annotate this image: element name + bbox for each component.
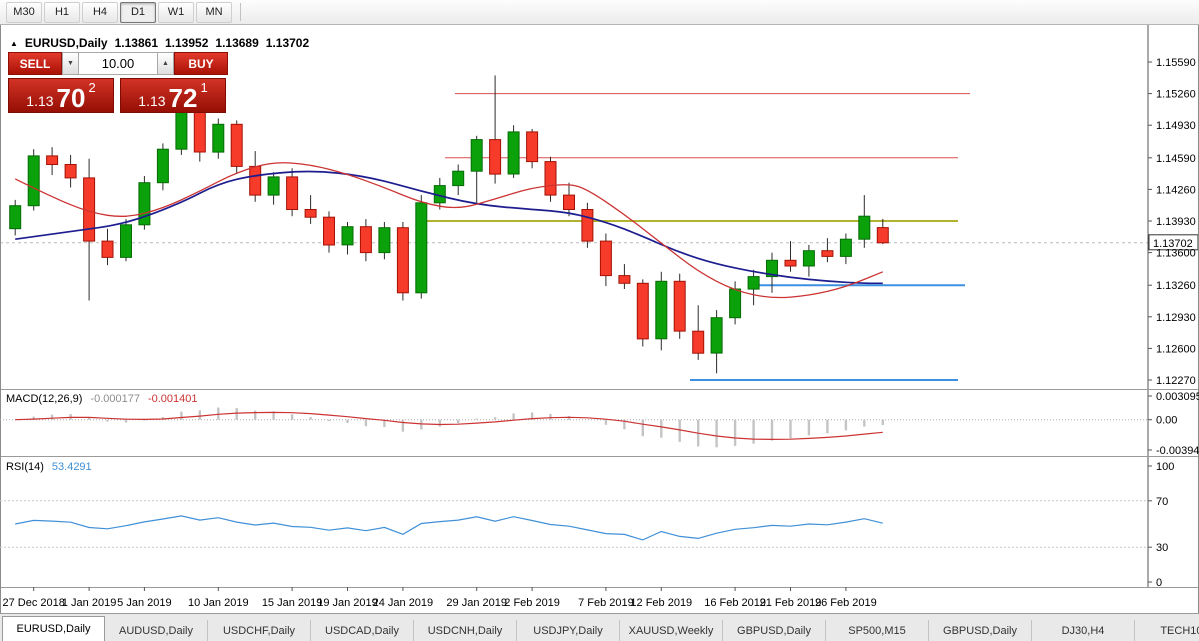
ohlc-close: 1.13702: [265, 36, 310, 50]
macd-signal-line: [15, 411, 883, 441]
chart-tab-sp500-m15[interactable]: SP500,M15: [826, 620, 929, 641]
price-axis-label: 1.13600: [1156, 248, 1196, 260]
sell-button[interactable]: SELL: [8, 52, 62, 75]
buy-button[interactable]: BUY: [174, 52, 228, 75]
timeframe-button-h4[interactable]: H4: [82, 1, 118, 23]
date-axis-label: 16 Feb 2019: [704, 597, 766, 609]
chart-tab-bar: EURUSD,Daily AUDUSD,Daily USDCHF,Daily USDC…: [0, 613, 1199, 641]
bid-price-display: 1.13 70 2: [8, 78, 114, 113]
date-axis-label: 12 Feb 2019: [630, 597, 692, 609]
rsi-axis-label: 100: [1156, 461, 1174, 473]
macd-label: MACD(12,26,9): [6, 393, 83, 405]
timeframe-toolbar: M30 H1 H4 D1 W1 MN: [0, 0, 1199, 25]
toolbar-separator: [240, 3, 241, 21]
current-price-tag-label: 1.13702: [1153, 238, 1193, 250]
rsi-value: 53.4291: [51, 461, 92, 473]
ask-price-display: 1.13 72 1: [120, 78, 226, 113]
timeframe-button-mn[interactable]: MN: [196, 1, 232, 23]
timeframe-button-m30[interactable]: M30: [6, 1, 42, 23]
rsi-axis-label: 70: [1156, 496, 1168, 508]
date-axis-label: 1 Jan 2019: [62, 597, 116, 609]
date-axis-label: 26 Feb 2019: [815, 597, 877, 609]
chart-tab-usdjpy-daily[interactable]: USDJPY,Daily: [517, 620, 620, 641]
chart-tab-eurusd-daily[interactable]: EURUSD,Daily: [2, 616, 105, 641]
timeframe-button-w1[interactable]: W1: [158, 1, 194, 23]
chart-tab-usdchf-daily[interactable]: USDCHF,Daily: [208, 620, 311, 641]
price-axis-label: 1.14590: [1156, 153, 1196, 165]
rsi-axis-label: 30: [1156, 542, 1168, 554]
price-axis-label: 1.14930: [1156, 120, 1196, 132]
date-axis: [33, 587, 847, 591]
date-axis-label: 7 Feb 2019: [578, 597, 634, 609]
ask-figure: 1.13: [138, 92, 166, 109]
candlesticks: [9, 75, 889, 374]
date-axis-label: 27 Dec 2018: [3, 597, 65, 609]
chevron-up-icon: ▲: [162, 60, 169, 67]
bid-pips: 70: [56, 82, 86, 113]
price-axis-label: 1.15590: [1156, 57, 1196, 69]
macd-indicator-header: MACD(12,26,9) -0.000177 -0.001401: [6, 393, 198, 405]
ma-red-line: [14, 162, 884, 299]
chart-title-bar: ▲ EURUSD,Daily 1.13861 1.13952 1.13689 1…: [10, 36, 309, 50]
ask-point: 1: [200, 80, 208, 95]
price-axis-label: 1.12930: [1156, 312, 1196, 324]
timeframe-button-d1[interactable]: D1: [120, 1, 156, 23]
macd-main-value: -0.000177: [90, 393, 140, 405]
chart-tab-gbpusd-daily[interactable]: GBPUSD,Daily: [929, 620, 1032, 641]
volume-stepper-button[interactable]: ▲: [157, 52, 174, 75]
rsi-indicator-header: RSI(14) 53.4291: [6, 461, 92, 473]
price-axis-label: 1.12600: [1156, 343, 1196, 355]
bid-figure: 1.13: [26, 92, 54, 109]
price-axis-label: 1.13260: [1156, 280, 1196, 292]
chart-tab-gbpusd-daily[interactable]: GBPUSD,Daily: [723, 620, 826, 641]
volume-dropdown-button[interactable]: ▼: [62, 52, 79, 75]
macd-axis-label: 0.00: [1156, 415, 1177, 427]
chart-tab-usdcnh-daily[interactable]: USDCNH,Daily: [414, 620, 517, 641]
date-axis-label: 21 Feb 2019: [760, 597, 822, 609]
chevron-down-icon: ▼: [67, 60, 74, 67]
trade-controls-row: SELL ▼ ▲ BUY: [8, 52, 228, 75]
date-axis-label: 2 Feb 2019: [504, 597, 560, 609]
date-axis-label: 19 Jan 2019: [317, 597, 378, 609]
chart-marker-icon: ▲: [10, 39, 18, 48]
rsi-label: RSI(14): [6, 461, 44, 473]
chart-tab-audusd-daily[interactable]: AUDUSD,Daily: [105, 620, 208, 641]
ma-blue-line: [15, 170, 883, 285]
date-axis-label: 5 Jan 2019: [117, 597, 171, 609]
rsi-line: [15, 515, 883, 541]
date-axis-label: 29 Jan 2019: [446, 597, 507, 609]
bid-point: 2: [88, 80, 96, 95]
macd-signal-value: -0.001401: [147, 393, 198, 405]
ohlc-open: 1.13861: [114, 36, 158, 50]
ohlc-low: 1.13689: [215, 36, 259, 50]
volume-input[interactable]: [79, 52, 157, 75]
ask-pips: 72: [168, 82, 198, 113]
price-axis-label: 1.12270: [1156, 375, 1196, 387]
macd-axis-label: 0.003095: [1156, 391, 1199, 403]
macd-axis-label: -0.003947: [1156, 445, 1199, 457]
ohlc-high: 1.13952: [165, 36, 209, 50]
rsi-axis-label: 0: [1156, 577, 1162, 589]
price-axis-label: 1.13930: [1156, 216, 1196, 228]
date-axis-label: 15 Jan 2019: [262, 597, 323, 609]
date-axis-label: 24 Jan 2019: [373, 597, 434, 609]
chart-tab-xauusd-weekly[interactable]: XAUUSD,Weekly: [620, 620, 723, 641]
price-axis-label: 1.15260: [1156, 89, 1196, 101]
date-axis-label: 10 Jan 2019: [188, 597, 249, 609]
chart-tab-usdcad-daily[interactable]: USDCAD,Daily: [311, 620, 414, 641]
chart-tab-dj30-h4[interactable]: DJ30,H4: [1032, 620, 1135, 641]
price-chart[interactable]: 1.15590 1.15260 1.14930 1.14590 1.14260 1.139…: [0, 25, 1199, 613]
timeframe-button-h1[interactable]: H1: [44, 1, 80, 23]
chart-symbol-label: EURUSD,Daily: [24, 36, 108, 50]
one-click-trading-panel: SELL ▼ ▲ BUY 1.13 70 2 1.13 72 1: [8, 52, 228, 113]
timeframe-buttons: M30 H1 H4 D1 W1 MN: [6, 1, 232, 23]
bid-ask-display: 1.13 70 2 1.13 72 1: [8, 78, 228, 113]
price-axis-label: 1.14260: [1156, 184, 1196, 196]
chart-tab-tech100-[interactable]: TECH100,: [1135, 620, 1199, 641]
